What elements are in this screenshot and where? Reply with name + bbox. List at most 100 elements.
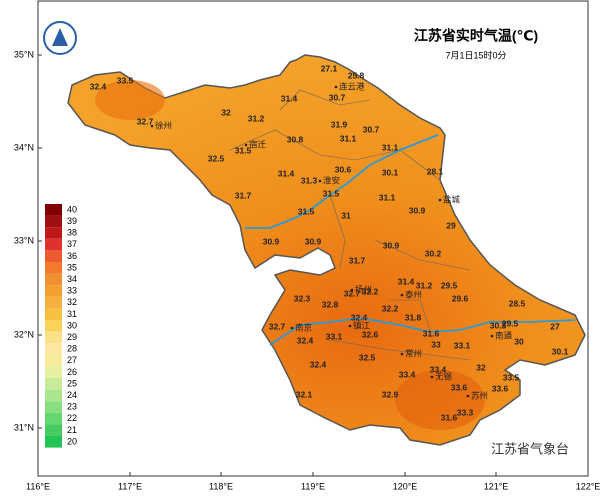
temperature-reading: 33 [431,339,441,349]
city-dot [290,326,294,330]
temperature-reading: 31.9 [331,119,348,129]
temperature-reading: 31.5 [235,145,252,155]
boundaries [229,89,471,361]
legend-swatch [45,354,62,367]
city-name: 无锡 [435,371,453,381]
temperature-reading: 32.5 [208,153,225,163]
temperature-reading: 32 [221,107,231,117]
legend-swatch [45,366,62,378]
temperature-reading: 32.4 [90,81,107,91]
temperature-reading: 33.4 [430,364,447,374]
subtitle: 7月1日15时0分 [445,49,506,60]
legend-swatch [45,436,62,448]
lat-label: 32°N [14,329,34,339]
legend-label: 34 [67,274,77,284]
temperature-reading: 30.3 [490,320,507,330]
city-name: 苏州 [471,390,488,400]
temperature-reading: 32.5 [359,352,376,362]
legend-swatch [45,331,62,344]
legend-label: 36 [67,251,77,261]
temperature-reading: 25.8 [348,70,365,80]
temperature-reading: 32.2 [382,303,399,313]
temperature-reading: 30.6 [335,164,352,174]
temperature-reading: 33.5 [117,75,134,85]
legend-label: 20 [67,436,77,446]
temperature-reading: 33.3 [457,407,474,417]
legend-swatch [45,424,62,436]
temperature-reading: 31.2 [416,280,433,290]
legend-label: 27 [67,355,77,365]
temperature-reading: 32.7 [269,321,286,331]
city-name: 连云港 [339,81,365,91]
city-name: 宿迁 [249,139,267,149]
temperature-reading: 30.9 [383,240,400,250]
city-name: 扬州 [355,284,372,294]
temperature-reading: 31 [341,210,351,220]
city-dot [318,179,322,183]
temperature-reading: 31.5 [323,188,340,198]
temperature-reading: 30 [514,336,524,346]
temperature-reading: 33.1 [454,340,471,350]
legend-swatch [45,401,62,413]
temperature-reading: 31.4 [281,93,298,103]
temperature-reading: 32.4 [310,359,327,369]
city-dot [150,124,154,128]
lat-label: 34°N [14,142,34,152]
temperature-reading: 32.8 [322,299,339,309]
city-dot [400,352,404,356]
lon-label: 117°E [118,481,142,491]
temperature-reading: 30.7 [363,124,380,134]
lat-label: 35°N [14,49,34,59]
legend-swatch [45,343,62,355]
legend-label: 22 [67,413,77,423]
temperature-reading: 33.1 [326,331,343,341]
legend-label: 31 [67,309,77,319]
legend-swatch [45,285,62,297]
temperature-reading: 28.1 [427,166,444,176]
temperature-reading: 30.9 [263,236,280,246]
city-name: 泰州 [405,289,422,299]
temperature-reading: 32.9 [382,389,399,399]
temperature-reading: 31.6 [423,328,440,338]
legend-swatch [45,273,62,286]
lon-label: 121°E [484,481,509,491]
city-dot [334,85,338,89]
temperature-reading: 31.1 [382,142,399,152]
city-dot [400,293,404,297]
legend-label: 28 [67,344,77,354]
legend-swatch [45,250,62,262]
temperature-reading: 31.7 [235,190,252,200]
legend-label: 23 [67,402,77,412]
city-name: 淮安 [323,175,340,185]
city-dot [430,375,434,379]
warm-patch [95,80,165,120]
temperature-reading: 30.2 [425,248,442,258]
temperature-reading: 30.9 [409,205,426,215]
temperature-reading: 33.6 [451,382,468,392]
temperature-reading: 32.2 [362,286,379,296]
lat-label: 33°N [14,235,34,245]
lon-label: 119°E [301,481,325,491]
temperature-reading: 33.6 [492,383,509,393]
temperature-reading: 32.4 [351,312,368,322]
temperature-reading: 32.7 [344,288,361,298]
legend-swatch [45,227,62,239]
temperature-reading: 32.7 [137,116,154,126]
logo [52,28,68,46]
legend-swatch [45,204,62,216]
legend-label: 37 [67,239,77,249]
legend-label: 39 [67,216,77,226]
legend-swatch [45,238,62,251]
temperature-reading: 33.4 [399,369,416,379]
legend-swatch [45,262,62,274]
temperature-reading: 30.9 [305,236,322,246]
temperature-reading: 28.5 [509,298,526,308]
city-name: 南京 [295,322,312,332]
legend-swatch [45,296,62,309]
temperature-reading: 31.1 [379,192,396,202]
temperature-reading: 31.2 [248,113,265,123]
temperature-reading: 31.6 [441,412,458,422]
city-dot [438,198,442,202]
city-name: 镇江 [353,320,371,330]
